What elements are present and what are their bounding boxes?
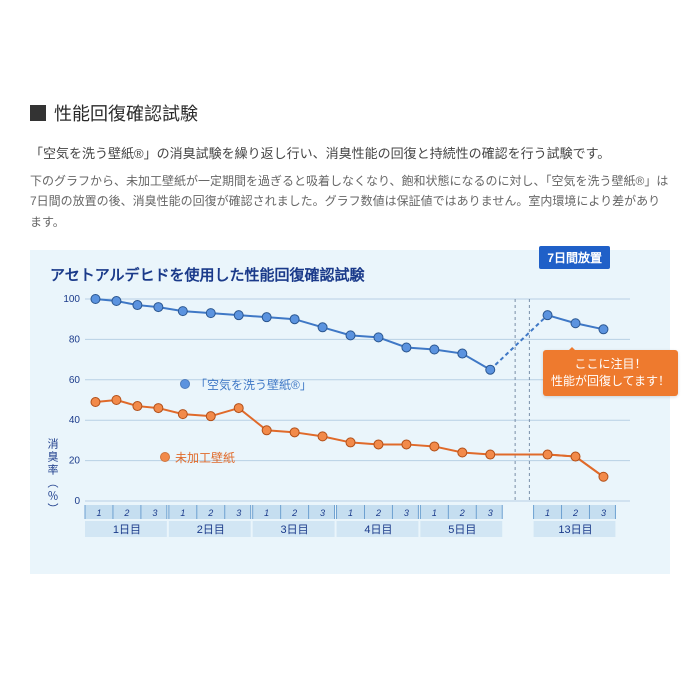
heading-text: 性能回復確認試験 xyxy=(54,100,198,126)
svg-text:1: 1 xyxy=(96,508,101,518)
chart-card: アセトアルデヒドを使用した性能回復確認試験 7日間放置 消臭率（％） 「空気を洗… xyxy=(30,250,670,574)
callout-note-line2: 性能が回復してます！ xyxy=(551,374,670,388)
svg-text:4日目: 4日目 xyxy=(364,524,392,536)
svg-text:1: 1 xyxy=(348,508,353,518)
svg-text:20: 20 xyxy=(69,456,81,467)
section-heading: 性能回復確認試験 xyxy=(30,100,670,126)
callout-note: ここに注目！ 性能が回復してます！ xyxy=(543,350,678,396)
heading-bullet-icon xyxy=(30,105,46,121)
svg-text:80: 80 xyxy=(69,334,81,345)
svg-text:3: 3 xyxy=(488,508,493,518)
svg-text:1: 1 xyxy=(432,508,437,518)
svg-text:3: 3 xyxy=(320,508,325,518)
svg-text:1: 1 xyxy=(180,508,185,518)
svg-text:1: 1 xyxy=(545,508,550,518)
svg-text:2: 2 xyxy=(291,508,297,518)
legend-series-1: 未加工壁紙 xyxy=(160,449,235,466)
svg-text:100: 100 xyxy=(63,294,80,305)
svg-text:5日目: 5日目 xyxy=(448,524,476,536)
callout-7day: 7日間放置 xyxy=(539,246,610,269)
svg-text:2日目: 2日目 xyxy=(197,524,225,536)
chart-wrap: 消臭率（％） 「空気を洗う壁紙®」 未加工壁紙 0204060801001231… xyxy=(50,291,650,556)
callout-note-line1: ここに注目！ xyxy=(574,357,646,371)
svg-text:0: 0 xyxy=(74,496,80,507)
sublead-paragraph: 下のグラフから、未加工壁紙が一定期間を過ぎると吸着しなくなり、飽和状態になるのに… xyxy=(30,171,670,232)
legend-dot-icon xyxy=(160,452,170,462)
svg-text:2: 2 xyxy=(123,508,129,518)
svg-text:2: 2 xyxy=(207,508,213,518)
svg-text:3日目: 3日目 xyxy=(281,524,309,536)
legend-dot-icon xyxy=(180,379,190,389)
svg-text:1日目: 1日目 xyxy=(113,524,141,536)
y-axis-label: 消臭率（％） xyxy=(44,438,60,516)
line-chart: 0 20 40 60 80 100 1 2 3 1日目 1 2 3 2日目 1 2 3 3日目 1 2 3 4日目 1 2 3 5… xyxy=(50,291,640,551)
svg-text:3: 3 xyxy=(152,508,157,518)
svg-text:3: 3 xyxy=(404,508,409,518)
legend-label-1: 未加工壁紙 xyxy=(175,449,235,466)
svg-text:2: 2 xyxy=(375,508,381,518)
svg-text:40: 40 xyxy=(69,415,81,426)
lead-paragraph: 「空気を洗う壁紙®」の消臭試験を繰り返し行い、消臭性能の回復と持続性の確認を行う… xyxy=(30,144,670,165)
legend-series-0: 「空気を洗う壁紙®」 xyxy=(180,376,312,393)
svg-text:13日目: 13日目 xyxy=(558,524,592,536)
svg-text:60: 60 xyxy=(69,375,81,386)
svg-text:3: 3 xyxy=(601,508,606,518)
svg-text:1: 1 xyxy=(264,508,269,518)
legend-label-0: 「空気を洗う壁紙®」 xyxy=(195,376,312,393)
svg-text:2: 2 xyxy=(572,508,578,518)
svg-text:2: 2 xyxy=(459,508,465,518)
svg-text:3: 3 xyxy=(236,508,241,518)
